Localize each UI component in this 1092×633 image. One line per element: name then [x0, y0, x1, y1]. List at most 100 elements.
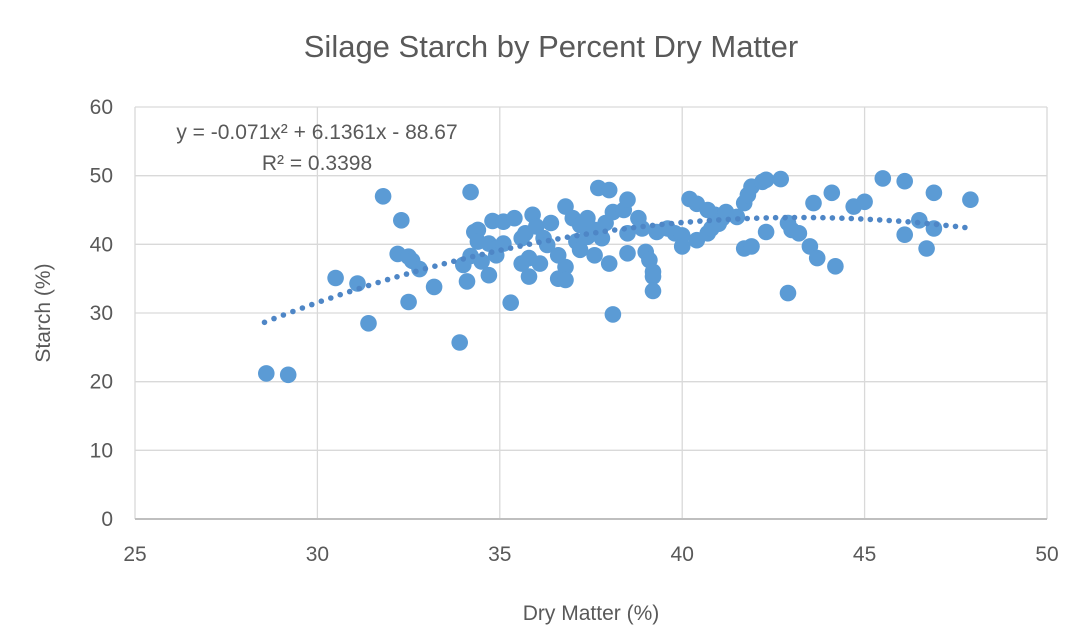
data-point — [374, 188, 392, 205]
y-tick-label: 10 — [90, 439, 113, 462]
y-tick-label: 40 — [90, 233, 113, 256]
trendline-dot — [545, 237, 552, 244]
trendline-dot — [801, 214, 807, 221]
data-point — [557, 258, 574, 276]
data-point — [462, 183, 479, 201]
data-point — [925, 184, 943, 202]
trendline-dot — [271, 315, 277, 322]
trendline-dot — [763, 215, 769, 221]
x-axis-title: Dry Matter (%) — [523, 602, 660, 625]
trendline-dot — [962, 224, 968, 231]
trendline-dot — [602, 228, 608, 235]
data-point — [495, 235, 512, 252]
trendline-dot — [280, 312, 287, 318]
r-squared-label: R² = 0.3398 — [262, 152, 372, 175]
data-point — [520, 268, 538, 285]
trendline-dot — [649, 222, 656, 229]
data-point — [779, 284, 797, 302]
data-point — [757, 171, 775, 189]
trendline-dot — [441, 260, 448, 267]
trendline-dot — [290, 308, 296, 315]
data-point — [327, 269, 344, 287]
trendline-dot — [564, 234, 571, 240]
trendline-dot — [460, 256, 467, 262]
trendline-dot — [403, 271, 410, 277]
trendline-dot — [394, 274, 400, 280]
trendline-dot — [905, 219, 911, 225]
trendline-dot — [687, 219, 694, 225]
data-point — [896, 226, 913, 243]
trendline-dotted — [261, 214, 968, 326]
y-axis-title: Starch (%) — [32, 263, 55, 362]
y-tick-label: 60 — [90, 96, 113, 119]
trendline-dot — [365, 282, 372, 289]
data-point — [425, 278, 443, 296]
trendline-dot — [659, 221, 665, 228]
data-point — [506, 209, 523, 227]
trendline-dot — [413, 268, 419, 275]
data-point — [258, 365, 275, 382]
x-axis-tick-labels: 25 30 35 40 45 50 — [123, 543, 1058, 566]
trendline-dot — [583, 231, 590, 237]
trendline-dot — [593, 229, 599, 236]
trendline-dot — [876, 217, 883, 223]
trendline-dot — [678, 219, 684, 226]
data-point — [557, 271, 574, 289]
trendline-dot — [555, 236, 561, 242]
data-point — [531, 255, 549, 272]
trendline-dot — [886, 217, 892, 224]
trendline-dot — [716, 217, 722, 223]
trendline-dot — [867, 216, 874, 223]
trendline-dot — [924, 220, 930, 227]
data-point — [743, 238, 760, 255]
scatter-point-series — [258, 170, 979, 384]
data-point — [473, 253, 490, 270]
trendline-dot — [753, 215, 760, 221]
trendline-dot — [630, 224, 637, 231]
data-point — [644, 282, 662, 300]
trendline-dot — [829, 215, 836, 221]
trendline-dot — [933, 221, 940, 228]
data-point — [538, 236, 556, 254]
y-tick-label: 30 — [90, 302, 113, 325]
data-point — [604, 306, 622, 323]
data-point — [480, 266, 498, 284]
trendline-dot — [451, 258, 457, 265]
trendline-dot — [782, 214, 788, 221]
trendline-dot — [432, 263, 438, 270]
data-point — [808, 249, 826, 267]
data-point — [790, 225, 808, 242]
trendline-dot — [318, 298, 325, 305]
trendline-dot — [848, 215, 855, 222]
trendline-dot — [952, 223, 959, 230]
trendline-dot — [706, 217, 713, 224]
trendline-dot — [337, 291, 344, 298]
trendline-dot — [479, 251, 486, 258]
data-point — [896, 172, 913, 190]
y-axis-tick-labels: 0 10 20 30 40 50 60 — [90, 96, 113, 531]
y-tick-label: 50 — [90, 165, 113, 188]
trendline-dot — [725, 216, 732, 223]
trendline-dot — [772, 214, 779, 221]
trendline-dot — [744, 215, 750, 222]
data-point — [279, 366, 297, 384]
data-point — [400, 293, 417, 311]
trendline-equation: y = -0.071x² + 6.1361x - 88.67 — [176, 121, 457, 144]
data-point — [586, 247, 603, 264]
x-tick-label: 25 — [123, 543, 146, 566]
data-point — [451, 334, 469, 351]
data-point — [502, 294, 519, 312]
trendline-dot — [488, 249, 495, 255]
x-tick-label: 40 — [671, 543, 694, 566]
data-point — [619, 245, 636, 262]
data-point — [805, 194, 822, 212]
data-point — [393, 212, 410, 229]
trendline-dot — [309, 301, 315, 308]
x-tick-label: 35 — [488, 543, 511, 566]
trendline-dot — [346, 288, 353, 295]
data-point — [644, 268, 662, 285]
data-point — [856, 193, 873, 211]
trendline-dot — [328, 295, 334, 301]
trendline-dot — [375, 279, 381, 286]
